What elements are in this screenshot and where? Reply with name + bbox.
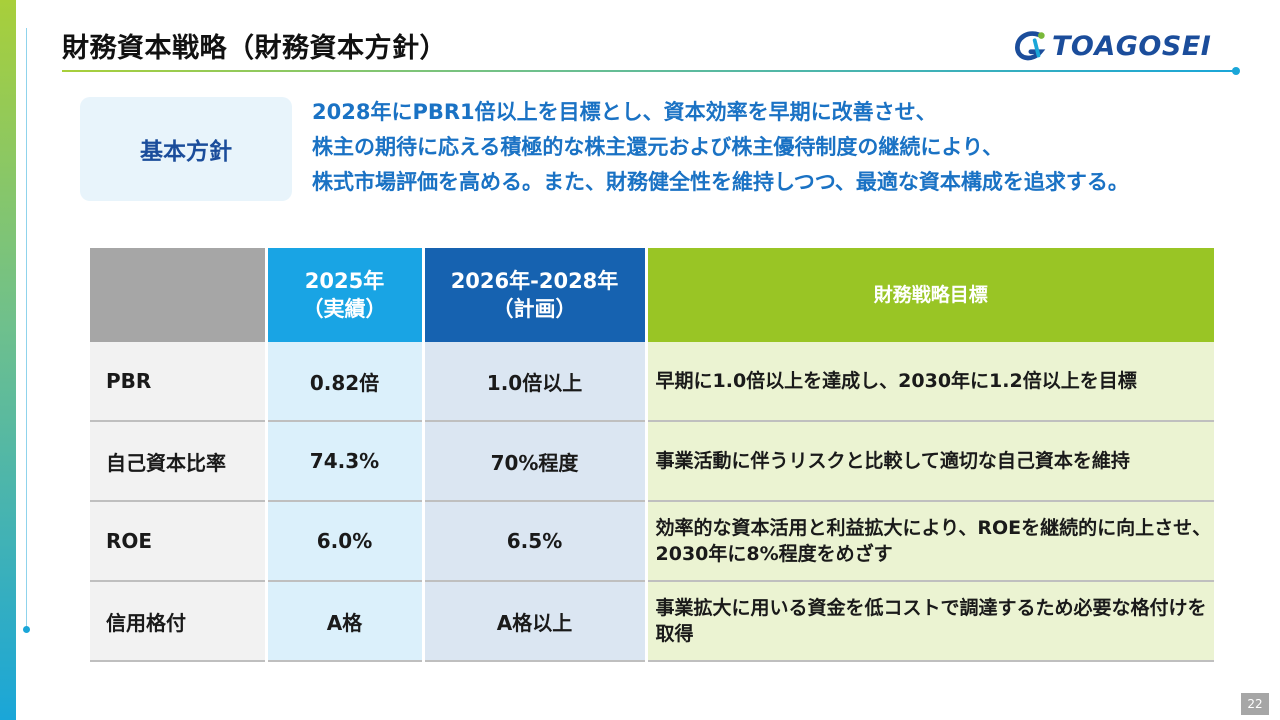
header-2025-actual: 2025年 （実績） <box>266 248 425 342</box>
actual-cell: 74.3% <box>266 421 425 502</box>
actual-cell: A格 <box>266 581 425 662</box>
table-row: 自己資本比率 74.3% 70%程度 事業活動に伴うリスクと比較して適切な自己資… <box>90 421 1214 502</box>
metric-cell: 自己資本比率 <box>90 421 268 502</box>
title-underline <box>62 70 1234 72</box>
metric-cell: ROE <box>90 501 268 582</box>
table-header-row: 2025年 （実績） 2026年-2028年 （計画） 財務戦略目標 <box>90 248 1214 342</box>
policy-line: 2028年にPBR1倍以上を目標とし、資本効率を早期に改善させ、 <box>312 100 937 124</box>
header-2026-2028-plan: 2026年-2028年 （計画） <box>423 248 648 342</box>
table-row: 信用格付 A格 A格以上 事業拡大に用いる資金を低コストで調達するため必要な格付… <box>90 581 1214 662</box>
policy-label: 基本方針 <box>140 139 232 165</box>
actual-cell: 6.0% <box>266 501 425 582</box>
header-strategy-goal: 財務戦略目標 <box>646 248 1214 342</box>
policy-statement: 2028年にPBR1倍以上を目標とし、資本効率を早期に改善させ、 株主の期待に応… <box>312 95 1262 200</box>
metric-cell: 信用格付 <box>90 581 268 662</box>
plan-cell: 1.0倍以上 <box>423 342 648 422</box>
logo-text: TOAGOSEI <box>1052 30 1212 62</box>
side-accent-dot <box>23 626 30 633</box>
side-accent-line <box>26 28 27 630</box>
policy-line: 株式市場評価を高める。また、財務健全性を維持しつつ、最適な資本構成を追求する。 <box>312 170 1129 194</box>
goal-cell: 効率的な資本活用と利益拡大により、ROEを継続的に向上させ、2030年に8%程度… <box>646 501 1214 582</box>
page-number: 22 <box>1241 693 1269 715</box>
goal-cell: 事業拡大に用いる資金を低コストで調達するため必要な格付けを取得 <box>646 581 1214 662</box>
policy-line: 株主の期待に応える積極的な株主還元および株主優待制度の継続により、 <box>312 135 1004 159</box>
metric-cell: PBR <box>90 342 268 422</box>
goal-cell: 早期に1.0倍以上を達成し、2030年に1.2倍以上を目標 <box>646 342 1214 422</box>
policy-label-box: 基本方針 <box>80 97 292 201</box>
financial-strategy-table: 2025年 （実績） 2026年-2028年 （計画） 財務戦略目標 PBR 0… <box>90 248 1214 662</box>
plan-cell: A格以上 <box>423 581 648 662</box>
side-accent-bar <box>0 0 16 720</box>
table-row: ROE 6.0% 6.5% 効率的な資本活用と利益拡大により、ROEを継続的に向… <box>90 501 1214 582</box>
title-underline-dot <box>1232 67 1240 75</box>
plan-cell: 6.5% <box>423 501 648 582</box>
plan-cell: 70%程度 <box>423 421 648 502</box>
company-logo: TOAGOSEI <box>1010 26 1211 66</box>
page-title: 財務資本戦略（財務資本方針） <box>62 33 447 64</box>
goal-cell: 事業活動に伴うリスクと比較して適切な自己資本を維持 <box>646 421 1214 502</box>
logo-mark-icon <box>1015 31 1046 61</box>
actual-cell: 0.82倍 <box>266 342 425 422</box>
table-row: PBR 0.82倍 1.0倍以上 早期に1.0倍以上を達成し、2030年に1.2… <box>90 342 1214 422</box>
header-blank <box>90 248 268 342</box>
